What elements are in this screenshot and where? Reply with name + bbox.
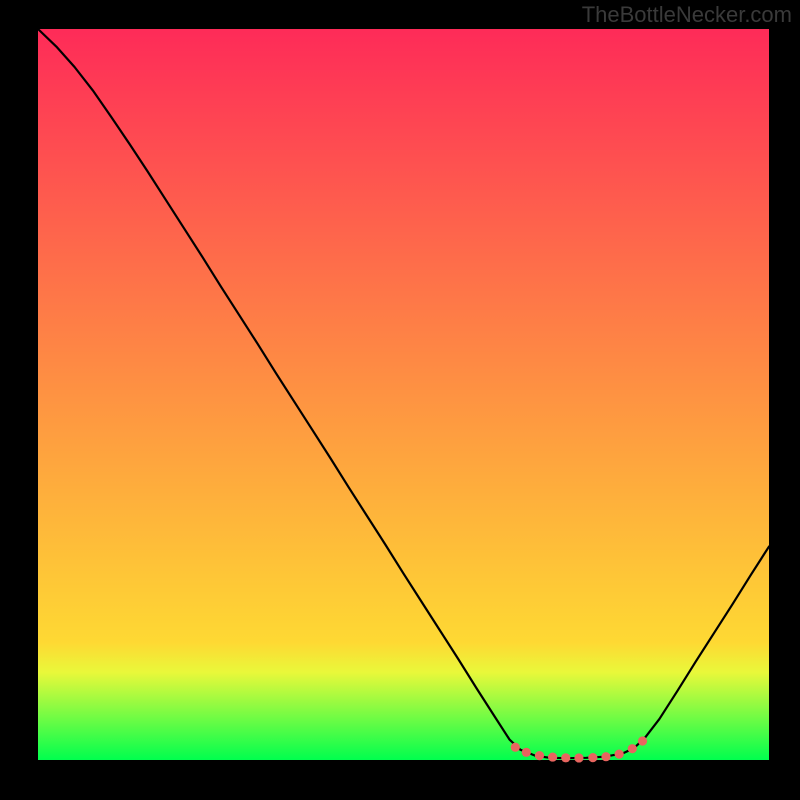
attribution-text: TheBottleNecker.com [582, 2, 792, 28]
chart-root: TheBottleNecker.com [0, 0, 800, 800]
plot-background [38, 29, 769, 760]
